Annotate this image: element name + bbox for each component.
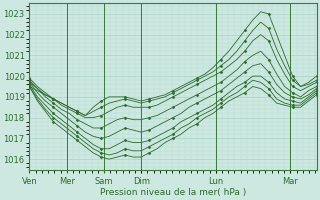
X-axis label: Pression niveau de la mer( hPa ): Pression niveau de la mer( hPa ) [100, 188, 246, 197]
